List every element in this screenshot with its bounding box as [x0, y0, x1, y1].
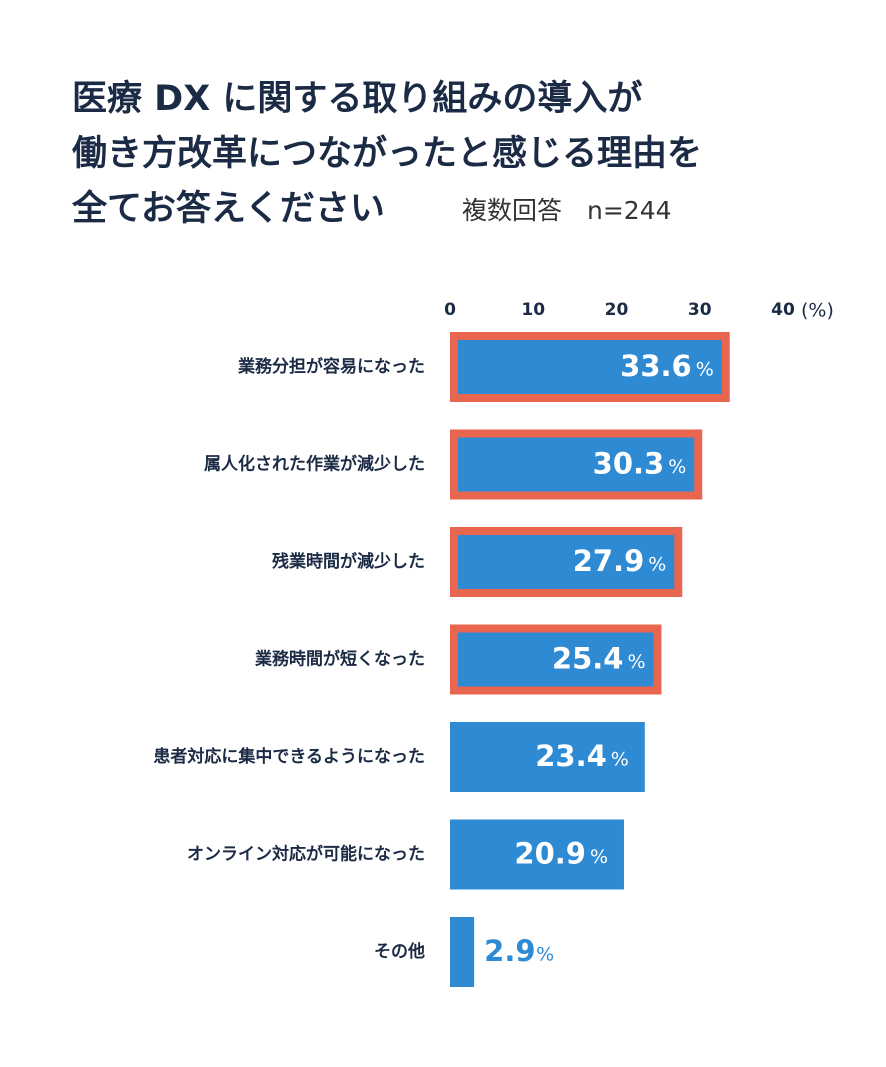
- value-label: 20.9: [514, 837, 586, 871]
- bar: [458, 437, 695, 492]
- value-unit: %: [648, 554, 666, 576]
- value-label: 2.9: [484, 934, 535, 968]
- chart-title: 医療 DX に関する取り組みの導入が: [72, 79, 642, 119]
- axis-unit: (%): [801, 300, 834, 322]
- category-label: 業務分担が容易になった: [238, 356, 425, 377]
- value-label: 27.9: [573, 544, 645, 578]
- category-label: 属人化された作業が減少した: [204, 454, 425, 475]
- value-label: 25.4: [552, 642, 624, 676]
- x-tick-label: 10: [521, 300, 545, 320]
- bar: [450, 722, 645, 792]
- value-label: 33.6: [620, 349, 692, 383]
- category-label: オンライン対応が可能になった: [187, 844, 425, 865]
- category-label: 業務時間が短くなった: [255, 649, 425, 670]
- x-tick-label: 20: [605, 300, 629, 320]
- bar: [458, 535, 675, 589]
- category-label: その他: [374, 941, 425, 962]
- value-unit: %: [627, 651, 645, 673]
- value-unit: %: [668, 456, 686, 478]
- value-unit: %: [536, 944, 554, 966]
- bar: [450, 917, 475, 987]
- chart-title: 全てお答えください: [71, 188, 385, 229]
- bar: [458, 340, 722, 394]
- subtitle: 複数回答 n=244: [462, 196, 672, 225]
- x-tick-label: 40: [771, 300, 795, 320]
- category-label: 残業時間が減少した: [272, 551, 425, 572]
- value-label: 30.3: [593, 447, 665, 481]
- category-label: 患者対応に集中できるようになった: [153, 746, 425, 767]
- value-unit: %: [696, 359, 714, 381]
- value-label: 23.4: [535, 739, 607, 773]
- value-unit: %: [611, 749, 629, 771]
- bar: [458, 632, 654, 687]
- bar: [450, 819, 624, 890]
- value-unit: %: [590, 846, 608, 868]
- chart-title: 働き方改革につながったと感じる理由を: [72, 134, 702, 174]
- x-tick-label: 0: [444, 300, 456, 320]
- x-tick-label: 30: [688, 300, 712, 320]
